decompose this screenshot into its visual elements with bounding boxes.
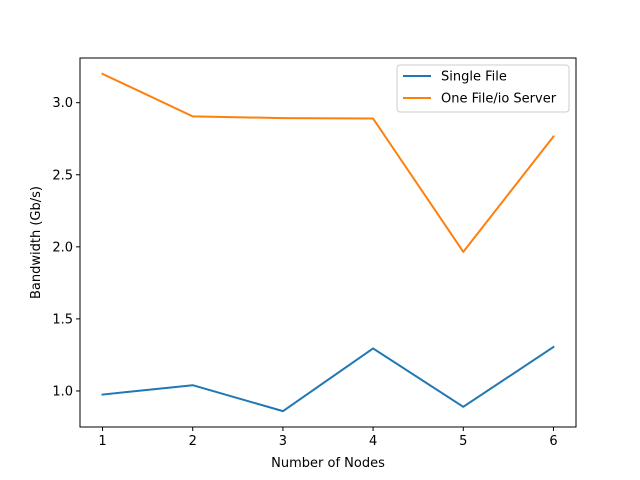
series-layer bbox=[101, 72, 555, 413]
y-tick-label: 2.5 bbox=[52, 168, 73, 183]
data-point-one-file-io-server bbox=[192, 115, 194, 117]
data-point-one-file-io-server bbox=[552, 136, 554, 138]
data-point-single-file bbox=[552, 346, 554, 348]
x-axis-ticks: 1 2 3 4 5 6 bbox=[98, 427, 558, 449]
y-axis-ticks: 1.0 1.5 2.0 2.5 3.0 bbox=[52, 96, 80, 399]
legend-box bbox=[396, 64, 570, 113]
x-tick-label: 5 bbox=[459, 434, 467, 449]
series-line-single-file bbox=[101, 345, 555, 413]
legend-label-single-file: Single File bbox=[441, 70, 507, 85]
data-point-single-file bbox=[102, 394, 104, 396]
x-tick-label: 3 bbox=[279, 434, 287, 449]
x-axis-title: Number of Nodes bbox=[271, 456, 385, 471]
legend: Single File One File/io Server bbox=[396, 64, 570, 113]
data-point-one-file-io-server bbox=[102, 73, 104, 75]
data-point-one-file-io-server bbox=[372, 118, 374, 120]
y-tick-label: 3.0 bbox=[52, 96, 73, 111]
series-line-one-file-io-server bbox=[101, 72, 555, 253]
data-point-one-file-io-server bbox=[282, 117, 284, 119]
data-point-single-file bbox=[282, 410, 284, 412]
axes-frame bbox=[79, 57, 577, 428]
legend-label-one-file-io-server: One File/io Server bbox=[441, 92, 557, 107]
x-tick-label: 6 bbox=[549, 434, 557, 449]
x-tick-label: 4 bbox=[369, 434, 377, 449]
y-tick-label: 1.5 bbox=[52, 312, 73, 327]
y-tick-label: 2.0 bbox=[52, 240, 73, 255]
x-tick-label: 1 bbox=[98, 434, 106, 449]
data-point-single-file bbox=[372, 347, 374, 349]
data-point-one-file-io-server bbox=[462, 251, 464, 253]
y-axis-title: Bandwidth (Gb/s) bbox=[29, 186, 44, 299]
data-point-single-file bbox=[192, 384, 194, 386]
data-point-single-file bbox=[462, 406, 464, 408]
y-tick-label: 1.0 bbox=[52, 384, 73, 399]
x-tick-label: 2 bbox=[189, 434, 197, 449]
plot-area bbox=[79, 57, 577, 428]
